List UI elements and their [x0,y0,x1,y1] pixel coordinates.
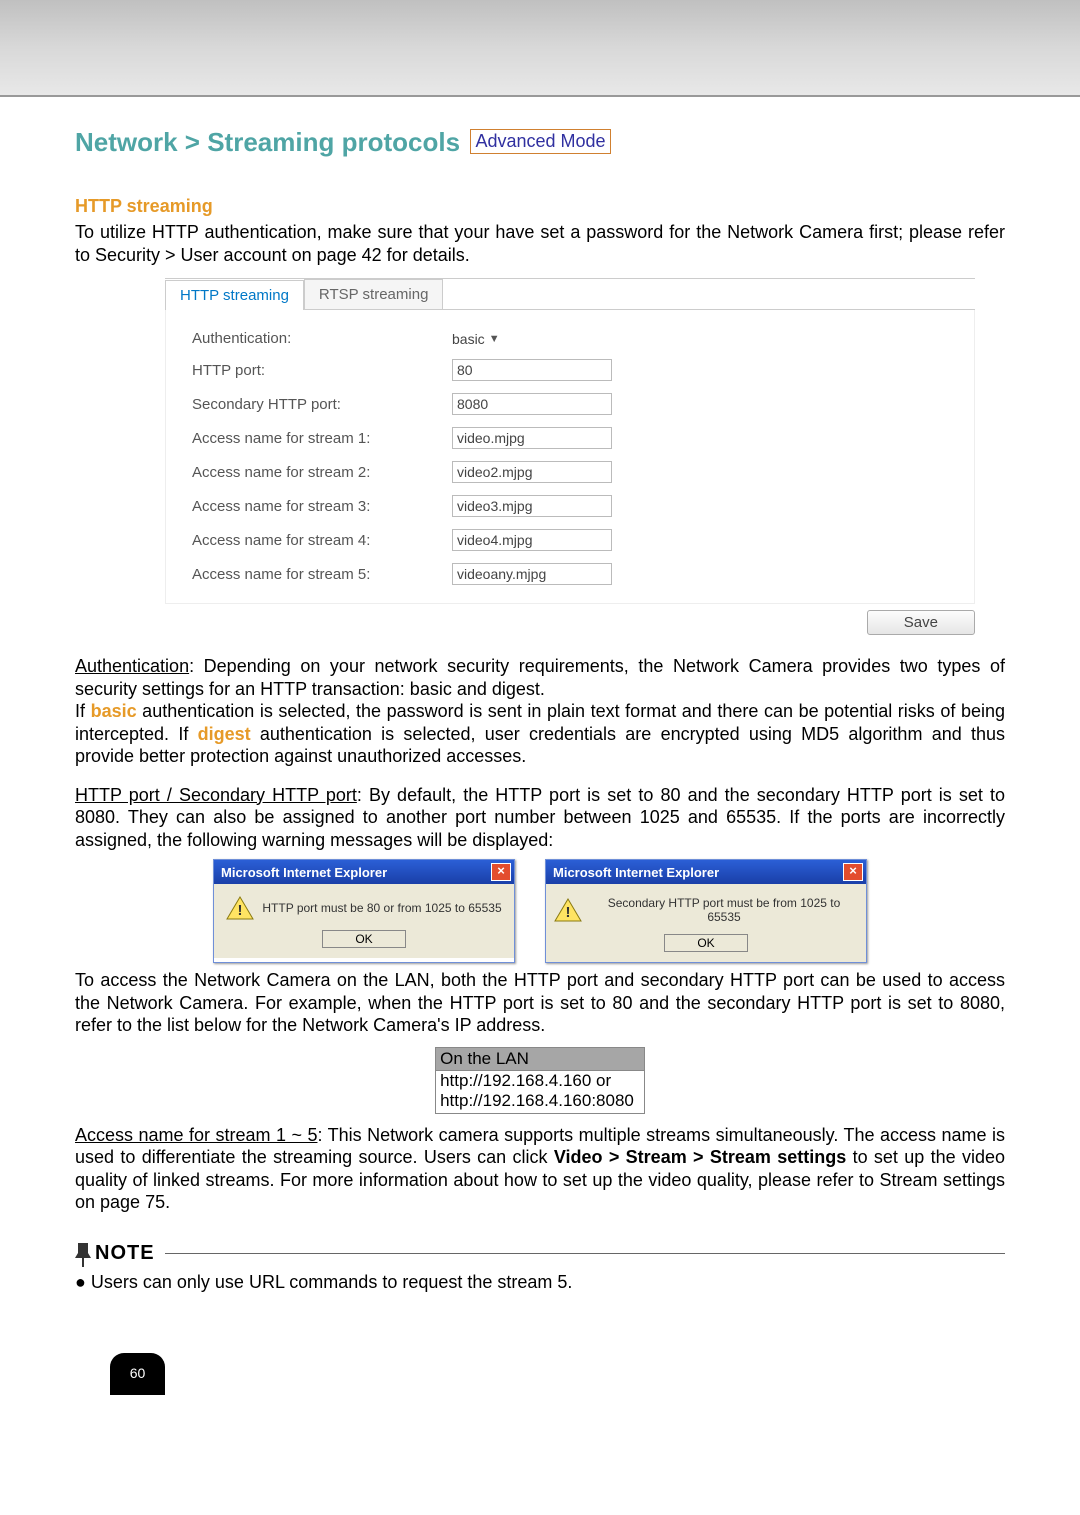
warning-icon: ! [226,896,254,920]
settings-panel: HTTP streaming RTSP streaming Authentica… [165,278,975,604]
stream2-input[interactable] [452,461,612,483]
dialog-message: HTTP port must be 80 or from 1025 to 655… [262,901,501,915]
section-intro: To utilize HTTP authentication, make sur… [75,221,1005,266]
top-gradient-banner [0,0,1080,97]
stream2-label: Access name for stream 2: [192,464,452,481]
stream3-label: Access name for stream 3: [192,498,452,515]
stream4-label: Access name for stream 4: [192,532,452,549]
stream4-input[interactable] [452,529,612,551]
access-name-paragraph: Access name for stream 1 ~ 5: This Netwo… [75,1124,1005,1214]
close-icon[interactable]: × [491,863,511,881]
save-button[interactable]: Save [867,610,975,635]
page-heading-row: Network > Streaming protocols Advanced M… [75,127,1005,158]
note-divider [165,1253,1005,1254]
advanced-mode-badge: Advanced Mode [470,129,610,154]
dialog-title: Microsoft Internet Explorer [221,865,387,880]
dialog-title: Microsoft Internet Explorer [553,865,719,880]
lan-paragraph: To access the Network Camera on the LAN,… [75,969,1005,1037]
http-port-input[interactable] [452,359,612,381]
auth-label: Authentication: [192,330,452,347]
http-port-label: HTTP port: [192,362,452,379]
note-label: NOTE [95,1242,155,1265]
ok-button[interactable]: OK [664,934,747,952]
stream3-input[interactable] [452,495,612,517]
basic-keyword: basic [91,701,137,721]
tab-rtsp-streaming[interactable]: RTSP streaming [304,279,444,309]
stream1-label: Access name for stream 1: [192,430,452,447]
ports-lead: HTTP port / Secondary HTTP port [75,785,357,805]
stream5-input[interactable] [452,563,612,585]
stream5-label: Access name for stream 5: [192,566,452,583]
close-icon[interactable]: × [843,863,863,881]
pin-icon [75,1240,93,1268]
auth-select[interactable]: basic ▼ [452,331,500,347]
note-header: NOTE [75,1240,1005,1268]
stream1-input[interactable] [452,427,612,449]
chevron-down-icon: ▼ [489,333,500,345]
lan-table-header: On the LAN [436,1047,645,1070]
dialog-http-port: Microsoft Internet Explorer × ! HTTP por… [213,859,515,963]
auth-paragraph: Authentication: Depending on your networ… [75,655,1005,768]
sec-port-input[interactable] [452,393,612,415]
page-title: Network > Streaming protocols [75,127,460,158]
lan-table: On the LAN http://192.168.4.160 or http:… [435,1047,645,1114]
ports-paragraph: HTTP port / Secondary HTTP port: By defa… [75,784,1005,852]
auth-value: basic [452,331,485,347]
access-lead: Access name for stream 1 ~ 5 [75,1125,317,1145]
section-title: HTTP streaming [75,196,1005,217]
tab-http-streaming[interactable]: HTTP streaming [165,280,304,310]
video-stream-path: Video > Stream > Stream settings [554,1147,846,1167]
svg-text:!: ! [238,902,243,919]
ok-button[interactable]: OK [322,930,405,948]
lan-table-cell: http://192.168.4.160 or http://192.168.4… [436,1070,645,1113]
warning-icon: ! [554,898,582,922]
tab-bar: HTTP streaming RTSP streaming [165,279,975,310]
svg-text:!: ! [566,904,571,921]
sec-port-label: Secondary HTTP port: [192,396,452,413]
digest-keyword: digest [198,724,251,744]
dialog-message: Secondary HTTP port must be from 1025 to… [590,896,858,924]
auth-lead: Authentication [75,656,189,676]
warning-dialogs: Microsoft Internet Explorer × ! HTTP por… [75,859,1005,963]
page-number: 60 [110,1353,165,1395]
dialog-secondary-port: Microsoft Internet Explorer × ! Secondar… [545,859,867,963]
note-body: ● Users can only use URL commands to req… [75,1272,1005,1293]
